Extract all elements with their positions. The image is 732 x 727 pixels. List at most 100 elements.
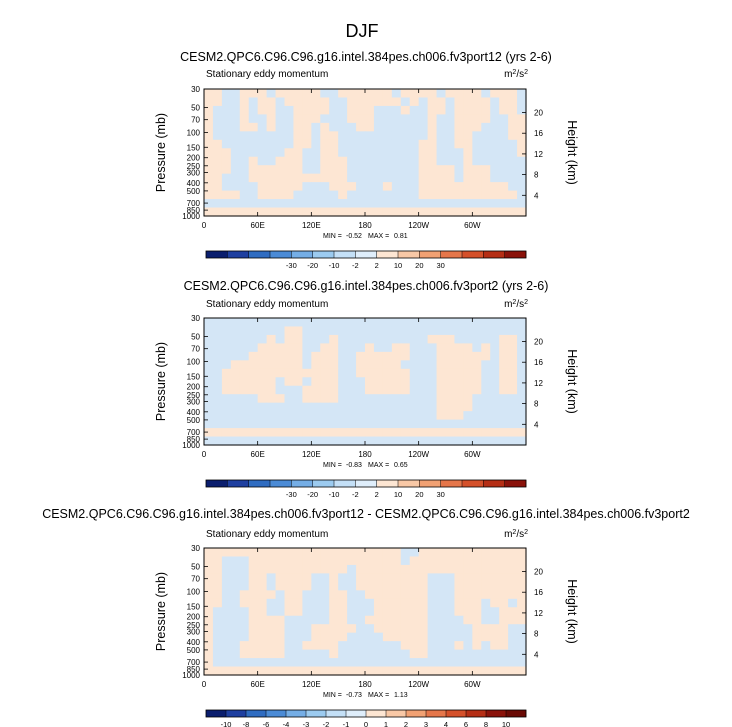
colorbar-swatch [326,710,347,717]
heatmap-cell [463,402,473,412]
heatmap-cell [517,436,527,446]
heatmap-cell [230,385,241,395]
y-axis-label-right: Height (km) [565,120,579,185]
heatmap-cell [293,428,303,438]
heatmap-cell [400,207,411,217]
heatmap-cell [266,411,277,421]
heatmap-cell [239,334,250,344]
heatmap-cell [418,615,429,625]
heatmap-cell [517,318,527,328]
heatmap-cell [373,326,384,336]
heatmap-cell [418,368,429,378]
heatmap-cell [212,343,223,353]
heatmap-cell [490,334,500,344]
heatmap-cell [481,598,491,608]
heatmap-cell [284,351,295,361]
heatmap-cell [212,641,223,651]
heatmap-cell [454,122,464,132]
heatmap-cell [499,97,509,107]
heatmap-cell [230,131,241,141]
heatmap-cell [212,411,223,421]
heatmap-cell [445,385,456,395]
heatmap-cell [311,182,321,192]
heatmap-cell [400,548,411,558]
heatmap-cell [320,207,330,217]
heatmap-cell [382,615,393,625]
heatmap-cell [436,165,447,175]
heatmap-cell [365,411,375,421]
heatmap-cell [427,318,438,328]
heatmap-cell [302,114,312,124]
heatmap-cell [204,641,214,651]
heatmap-cell [454,641,464,651]
heatmap-cell [400,139,411,149]
panel-subtitle: Stationary eddy momentum [206,299,328,310]
heatmap-cell [382,131,393,141]
heatmap-cell [266,402,277,412]
heatmap-cell [418,428,429,438]
colorbar-swatch [334,480,356,487]
heatmap-cell [212,548,223,558]
heatmap-cell [373,343,384,353]
heatmap-cell [472,394,482,404]
heatmap-cell [517,326,527,336]
heatmap-cell [365,666,375,676]
heatmap-cell [275,377,286,387]
heatmap-cell [275,156,286,166]
heatmap-cell [427,173,438,183]
y-tick-label: 500 [187,646,201,655]
heatmap-cell [436,573,447,583]
heatmap-cell [239,190,250,200]
heatmap-cell [365,428,375,438]
heatmap-cell [275,436,286,446]
heatmap-cell [257,114,268,124]
heatmap-cell [212,573,223,583]
heatmap-cell [365,199,375,209]
heatmap-cell [418,334,429,344]
heatmap-cell [356,564,366,574]
heatmap-cell [257,581,268,591]
heatmap-cell [445,351,456,361]
heatmap-cell [391,114,402,124]
colorbar-swatch [406,710,427,717]
heatmap-cell [365,368,375,378]
heatmap-cell [508,343,518,353]
height-tick-label: 16 [534,588,543,597]
heatmap-cell [204,148,214,158]
heatmap-cell [320,394,330,404]
heatmap-cell [239,318,250,328]
heatmap-cell [329,573,339,583]
heatmap-cell [436,318,447,328]
heatmap-cell [481,419,491,429]
max-value: 0.65 [394,462,408,469]
heatmap-cell [382,122,393,132]
heatmap-cell [517,190,527,200]
heatmap-cell [302,573,312,583]
heatmap-cell [472,590,482,600]
heatmap-cell [338,182,348,192]
heatmap-cell [517,598,527,608]
heatmap-cell [212,436,223,446]
heatmap-cell [230,173,241,183]
heatmap-cell [382,89,393,99]
colorbar-label: -6 [263,720,270,727]
heatmap-cell [221,649,232,659]
heatmap-cell [239,624,250,634]
heatmap-cell [436,89,447,99]
heatmap-cell [508,590,518,600]
colorbar-swatch [246,710,267,717]
heatmap-cell [275,368,286,378]
heatmap-cell [311,139,321,149]
heatmap-cell [490,548,500,558]
heatmap-cell [212,351,223,361]
heatmap-cell [499,199,509,209]
heatmap-cell [463,632,473,642]
heatmap-cell [311,573,321,583]
heatmap-cell [293,182,303,192]
y-tick-label: 30 [191,314,200,323]
heatmap-cell [481,207,491,217]
heatmap-cell [373,139,384,149]
heatmap-cell [221,148,232,158]
heatmap-cell [508,419,518,429]
heatmap-cell [391,419,402,429]
